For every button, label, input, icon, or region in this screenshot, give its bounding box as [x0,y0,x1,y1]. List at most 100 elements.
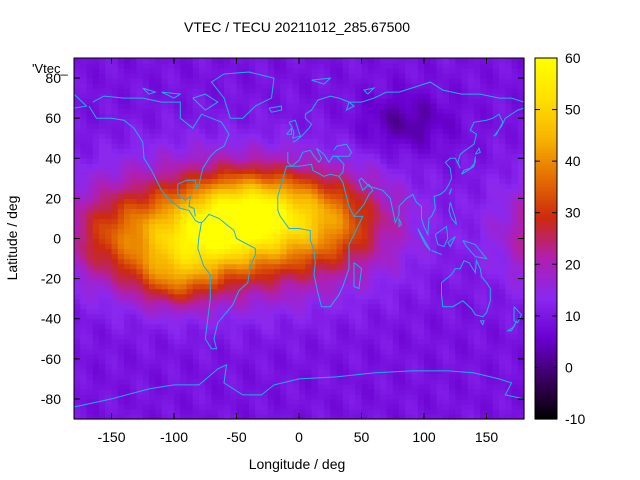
heatmap-cell [449,308,456,315]
heatmap-cell [186,148,194,154]
heatmap-cell [436,403,444,410]
heatmap-cell [467,98,475,104]
heatmap-cell [111,73,119,79]
heatmap-cell [324,293,331,300]
heatmap-cell [374,98,381,104]
heatmap-cell [449,293,456,300]
heatmap-cell [249,398,256,405]
heatmap-cell [442,273,450,280]
heatmap-cell [480,88,488,94]
heatmap-cell [399,328,406,335]
heatmap-cell [124,218,131,225]
heatmap-cell [267,343,275,350]
heatmap-cell [136,268,144,275]
heatmap-cell [299,338,306,345]
heatmap-cell [461,208,469,215]
heatmap-cell [205,128,213,134]
heatmap-cell [305,88,313,94]
heatmap-cell [211,223,219,230]
heatmap-cell [411,393,419,400]
heatmap-cell [267,138,275,144]
heatmap-cell [174,378,181,385]
heatmap-cell [249,278,256,285]
heatmap-cell [211,343,219,350]
heatmap-cell [255,193,263,199]
heatmap-cell [142,163,150,169]
heatmap-cell [224,188,231,194]
heatmap-cell [317,148,325,154]
heatmap-cell [261,258,269,265]
heatmap-cell [86,203,94,210]
heatmap-cell [511,208,519,215]
heatmap-cell [205,263,213,270]
heatmap-cell [405,118,413,124]
heatmap-cell [249,218,256,225]
heatmap-cell [480,113,488,119]
heatmap-cell [430,258,438,265]
heatmap-cell [299,88,306,94]
heatmap-cell [311,368,319,375]
heatmap-cell [242,118,250,124]
heatmap-cell [467,253,475,260]
heatmap-cell [467,103,475,109]
heatmap-cell [461,338,469,345]
heatmap-cell [261,233,269,240]
heatmap-cell [142,353,150,360]
heatmap-cell [192,153,200,159]
heatmap-cell [455,233,463,240]
heatmap-cell [386,178,394,184]
heatmap-cell [411,123,419,129]
heatmap-cell [136,68,144,74]
heatmap-cell [417,198,425,204]
heatmap-cell [80,343,88,350]
heatmap-cell [136,348,144,355]
heatmap-cell [167,283,175,290]
heatmap-cell [105,243,113,250]
heatmap-cell [461,383,469,390]
heatmap-cell [480,73,488,79]
heatmap-cell [92,293,100,300]
heatmap-cell [217,298,225,305]
heatmap-cell [136,228,144,235]
heatmap-cell [336,138,344,144]
heatmap-cell [511,133,519,139]
heatmap-cell [461,348,469,355]
heatmap-cell [442,128,450,134]
heatmap-cell [261,138,269,144]
heatmap-cell [392,158,400,164]
heatmap-cell [280,133,288,139]
heatmap-cell [342,93,350,99]
heatmap-cell [236,283,244,290]
heatmap-cell [230,413,238,420]
heatmap-cell [492,268,500,275]
heatmap-cell [392,148,400,154]
heatmap-cell [486,163,494,169]
heatmap-cell [480,298,488,305]
heatmap-cell [155,353,163,360]
heatmap-cell [242,398,250,405]
heatmap-cell [105,298,113,305]
heatmap-cell [299,303,306,310]
heatmap-cell [105,393,113,400]
heatmap-cell [99,268,106,275]
heatmap-cell [92,128,100,134]
heatmap-cell [211,358,219,365]
heatmap-cell [180,168,188,174]
heatmap-cell [217,148,225,154]
heatmap-cell [136,338,144,345]
heatmap-cell [436,88,444,94]
heatmap-cell [480,103,488,109]
heatmap-cell [386,333,394,340]
heatmap-cell [467,378,475,385]
heatmap-cell [399,233,406,240]
heatmap-cell [499,378,506,385]
heatmap-cell [330,128,338,134]
heatmap-cell [517,213,525,220]
heatmap-cell [336,178,344,184]
heatmap-cell [417,393,425,400]
heatmap-cell [80,213,88,220]
heatmap-cell [342,198,350,204]
heatmap-cell [367,198,375,204]
heatmap-cell [205,223,213,230]
heatmap-cell [249,208,256,215]
